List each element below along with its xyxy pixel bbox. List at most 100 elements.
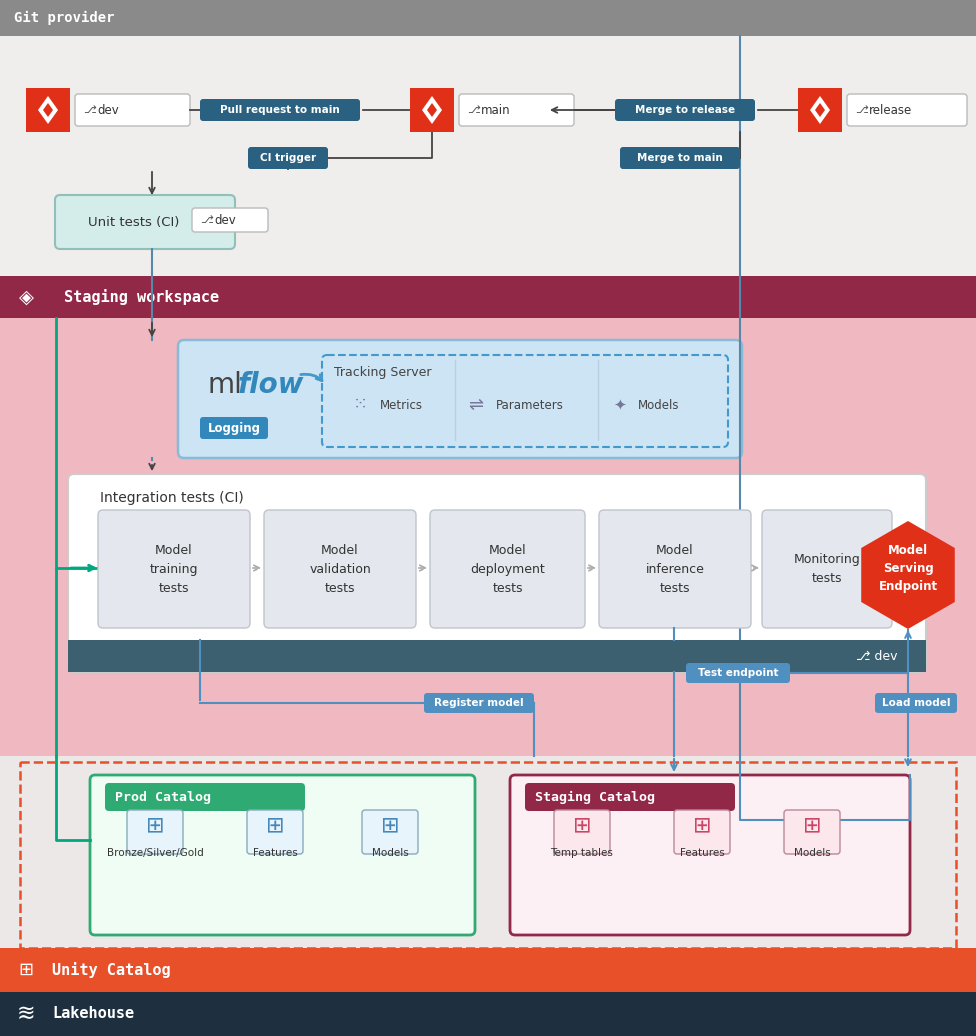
- Polygon shape: [38, 96, 58, 124]
- FancyBboxPatch shape: [525, 783, 735, 811]
- FancyBboxPatch shape: [847, 94, 967, 126]
- FancyBboxPatch shape: [75, 94, 190, 126]
- Polygon shape: [427, 103, 437, 117]
- Text: Merge to main: Merge to main: [637, 153, 723, 163]
- FancyBboxPatch shape: [248, 147, 328, 169]
- Polygon shape: [422, 96, 442, 124]
- Text: dev: dev: [97, 104, 119, 116]
- Text: Features: Features: [679, 848, 724, 858]
- Bar: [0, 0, 976, 36]
- Text: Unit tests (CI): Unit tests (CI): [88, 215, 180, 229]
- Text: main: main: [481, 104, 510, 116]
- Text: Pull request to main: Pull request to main: [221, 105, 340, 115]
- Polygon shape: [815, 103, 825, 117]
- Text: Lakehouse: Lakehouse: [52, 1007, 134, 1021]
- FancyBboxPatch shape: [127, 810, 183, 854]
- Text: flow: flow: [238, 371, 305, 399]
- FancyBboxPatch shape: [200, 99, 360, 121]
- Text: Features: Features: [253, 848, 298, 858]
- Text: Model
inference
tests: Model inference tests: [645, 544, 705, 595]
- Text: Register model: Register model: [434, 698, 524, 708]
- Text: Logging: Logging: [208, 422, 261, 434]
- FancyBboxPatch shape: [430, 510, 585, 628]
- Text: Model
training
tests: Model training tests: [149, 544, 198, 595]
- FancyBboxPatch shape: [784, 810, 840, 854]
- Text: Model
deployment
tests: Model deployment tests: [470, 544, 545, 595]
- Text: Merge to release: Merge to release: [635, 105, 735, 115]
- FancyBboxPatch shape: [98, 510, 250, 628]
- Text: ⊞: ⊞: [381, 816, 399, 836]
- Text: Models: Models: [372, 848, 408, 858]
- FancyBboxPatch shape: [362, 810, 418, 854]
- Text: Tracking Server: Tracking Server: [334, 366, 431, 378]
- Bar: [20, 762, 956, 948]
- Bar: [0, 756, 976, 956]
- Text: Models: Models: [638, 399, 679, 411]
- Text: Integration tests (CI): Integration tests (CI): [100, 491, 244, 505]
- Text: ⎇: ⎇: [855, 105, 868, 115]
- FancyBboxPatch shape: [762, 510, 892, 628]
- Bar: [26, 88, 70, 132]
- Text: Load model: Load model: [881, 698, 951, 708]
- FancyBboxPatch shape: [554, 810, 610, 854]
- FancyBboxPatch shape: [192, 208, 268, 232]
- FancyBboxPatch shape: [615, 99, 755, 121]
- Text: Model
validation
tests: Model validation tests: [309, 544, 371, 595]
- Text: ⊞: ⊞: [265, 816, 284, 836]
- Text: ⎇: ⎇: [467, 105, 480, 115]
- Text: Git provider: Git provider: [14, 11, 114, 25]
- Bar: [410, 88, 454, 132]
- FancyBboxPatch shape: [424, 693, 534, 713]
- Text: release: release: [869, 104, 913, 116]
- Text: ⊞: ⊞: [19, 961, 33, 979]
- FancyBboxPatch shape: [674, 810, 730, 854]
- Text: ⊞: ⊞: [145, 816, 164, 836]
- Text: ml: ml: [207, 371, 242, 399]
- FancyBboxPatch shape: [686, 663, 790, 683]
- FancyBboxPatch shape: [200, 418, 268, 439]
- Text: ◈: ◈: [19, 288, 33, 307]
- Bar: [0, 948, 976, 992]
- Text: Unity Catalog: Unity Catalog: [52, 962, 171, 978]
- Text: Staging Catalog: Staging Catalog: [535, 790, 655, 804]
- Text: ⁙: ⁙: [352, 396, 368, 414]
- Text: ⊞: ⊞: [802, 816, 822, 836]
- FancyBboxPatch shape: [68, 474, 926, 672]
- FancyBboxPatch shape: [599, 510, 751, 628]
- FancyBboxPatch shape: [178, 340, 742, 458]
- Bar: [0, 992, 976, 1036]
- Text: ⎇: ⎇: [200, 215, 213, 225]
- Text: Bronze/Silver/Gold: Bronze/Silver/Gold: [106, 848, 203, 858]
- Text: Staging workspace: Staging workspace: [64, 289, 220, 305]
- Text: Temp tables: Temp tables: [550, 848, 614, 858]
- Bar: [68, 640, 926, 672]
- Text: Metrics: Metrics: [380, 399, 423, 411]
- Text: dev: dev: [214, 213, 236, 227]
- Polygon shape: [43, 103, 53, 117]
- Bar: [798, 88, 842, 132]
- FancyBboxPatch shape: [90, 775, 475, 936]
- Text: Models: Models: [793, 848, 831, 858]
- Text: ✦: ✦: [614, 398, 627, 412]
- FancyBboxPatch shape: [264, 510, 416, 628]
- Text: ⇌: ⇌: [468, 396, 483, 414]
- FancyBboxPatch shape: [247, 810, 303, 854]
- Text: Model
Serving
Endpoint: Model Serving Endpoint: [878, 544, 938, 593]
- FancyBboxPatch shape: [620, 147, 740, 169]
- Text: ⊞: ⊞: [573, 816, 591, 836]
- Text: Monitoring
tests: Monitoring tests: [793, 553, 861, 585]
- FancyBboxPatch shape: [105, 783, 305, 811]
- Text: ≋: ≋: [17, 1004, 35, 1024]
- Polygon shape: [861, 521, 955, 629]
- Text: CI trigger: CI trigger: [260, 153, 316, 163]
- Text: ⊞: ⊞: [693, 816, 712, 836]
- Text: Prod Catalog: Prod Catalog: [115, 790, 211, 804]
- Text: Parameters: Parameters: [496, 399, 564, 411]
- Bar: [0, 318, 976, 756]
- Bar: [0, 276, 976, 318]
- Text: ⎇ dev: ⎇ dev: [856, 650, 898, 662]
- FancyBboxPatch shape: [510, 775, 910, 936]
- FancyBboxPatch shape: [55, 195, 235, 249]
- Text: Test endpoint: Test endpoint: [698, 668, 778, 678]
- Polygon shape: [810, 96, 830, 124]
